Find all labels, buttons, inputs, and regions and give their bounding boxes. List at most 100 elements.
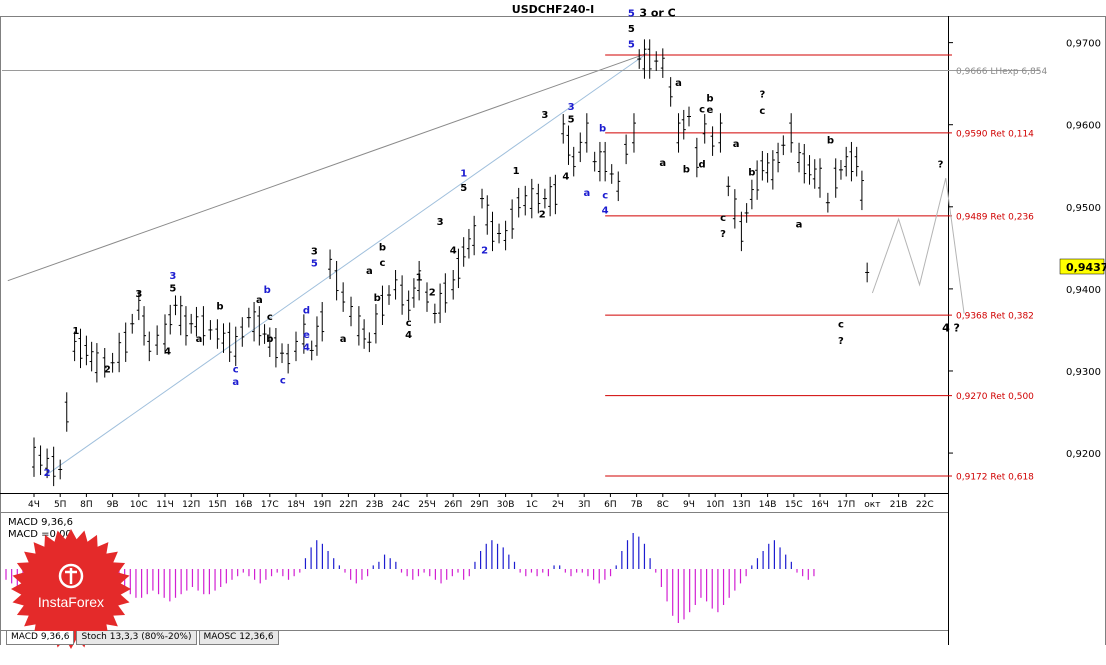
y-tick-label: 0,9400 (1066, 285, 1101, 296)
x-tick-label: 26П (444, 500, 462, 510)
wave-label: 2 (481, 246, 488, 257)
x-tick-label: 24С (392, 500, 410, 510)
x-tick-label: 16В (235, 500, 253, 510)
wave-label: ? (720, 229, 726, 240)
x-tick-label: 5П (54, 500, 67, 510)
wave-label: 5 (311, 259, 318, 270)
x-tick-label: 8С (657, 500, 669, 510)
x-tick-label: 11Ч (156, 500, 174, 510)
wave-label: 2 (539, 209, 546, 220)
wave-label: 3 (311, 246, 318, 257)
x-tick-label: 19П (313, 500, 331, 510)
wave-label: a (256, 295, 263, 306)
wave-label: 1 (416, 273, 423, 284)
tab-macd[interactable]: MACD 9,36,6 (6, 631, 75, 645)
wave-label: 3 (541, 110, 548, 121)
wave-label: a (232, 377, 239, 388)
logo-badge-icon (11, 529, 131, 649)
wave-label: e (303, 330, 310, 341)
fib-level-label: 0,9270 Ret 0,500 (956, 392, 1034, 402)
fib-level-label: 0,9172 Ret 0,618 (956, 473, 1034, 483)
wave-label: a (659, 158, 666, 169)
wave-label: b (379, 242, 386, 253)
wave-label: d (699, 159, 706, 170)
indicator-tabs: MACD 9,36,6 Stoch 13,3,3 (80%-20%) MAOSC… (6, 631, 279, 645)
y-tick-label: 0,9600 (1066, 121, 1101, 132)
wave-label: c (406, 318, 412, 329)
y-tick-label: 0,9700 (1066, 39, 1101, 50)
x-tick-label: 21В (890, 500, 908, 510)
wave-label: ? (938, 159, 944, 170)
wave-label: a (196, 334, 203, 345)
wave-label: 4 (450, 246, 457, 257)
wave-label: b (599, 123, 606, 134)
x-tick-label: 6П (604, 500, 617, 510)
x-tick-label: 22П (339, 500, 357, 510)
trendline (46, 52, 648, 475)
wave-label: b (266, 334, 273, 345)
wave-label: 5 (568, 114, 575, 125)
trendline (7, 52, 648, 282)
tab-maosc[interactable]: MAOSC 12,36,6 (198, 631, 279, 645)
x-tick-label: 7В (631, 500, 643, 510)
wave-label: b (683, 164, 690, 175)
wave-label: 4 (562, 172, 569, 183)
wave-label: 3 (135, 289, 142, 300)
x-tick-label: 15П (208, 500, 226, 510)
x-tick-label: 9В (107, 500, 119, 510)
current-price-label: 0,9437 (1066, 261, 1106, 274)
x-tick-label: 14В (759, 500, 777, 510)
wave-label: 3 (169, 271, 176, 282)
wave-label: 2 (44, 468, 51, 479)
x-tick-label: 1С (526, 500, 538, 510)
wave-label: 5 (460, 183, 467, 194)
x-tick-label: окт (864, 500, 880, 510)
wave-label: c (280, 375, 286, 386)
wave-label: b (216, 301, 223, 312)
x-tick-label: 13П (732, 500, 750, 510)
y-tick-label: 0,9300 (1066, 367, 1101, 378)
x-tick-label: 8П (80, 500, 93, 510)
fib-level-label: 0,9666 LHexp 6,854 (956, 67, 1047, 77)
x-tick-label: 22С (916, 500, 934, 510)
wave-label: a (733, 139, 740, 150)
x-tick-label: 17С (261, 500, 279, 510)
fib-level-label: 0,9590 Ret 0,114 (956, 129, 1034, 139)
instaforex-logo: InstaForex (10, 528, 132, 650)
wave-label: c (267, 312, 273, 323)
wave-label: a (366, 266, 373, 277)
x-tick-label: 10С (130, 500, 148, 510)
wave-label: b (264, 285, 271, 296)
wave-label: c (838, 319, 844, 330)
wave-label: 2 (429, 287, 436, 298)
wave-label: 4 (602, 205, 609, 216)
x-tick-label: 30В (497, 500, 515, 510)
x-tick-label: 2Ч (552, 500, 564, 510)
wave-label: 1 (72, 326, 79, 337)
x-tick-label: 23В (366, 500, 384, 510)
wave-label: d (303, 306, 310, 317)
macd-label: MACD 9,36,6 (8, 517, 73, 528)
x-tick-label: 12П (182, 500, 200, 510)
wave-label: 1 (513, 166, 520, 177)
wave-label: 4 ? (942, 322, 960, 335)
wave-label: 4 (303, 342, 310, 353)
tab-stoch[interactable]: Stoch 13,3,3 (80%-20%) (76, 631, 197, 645)
wave-label: 3 or C (639, 6, 675, 19)
wave-label: 4 (164, 347, 171, 358)
x-tick-label: 25Ч (418, 500, 436, 510)
wave-label: c (720, 213, 726, 224)
wave-label: b (827, 136, 834, 147)
wave-label: 5 (169, 283, 176, 294)
fib-level-label: 0,9368 Ret 0,382 (956, 312, 1034, 322)
wave-label: c (233, 365, 239, 376)
wave-label: c (759, 106, 765, 117)
x-tick-label: 3П (578, 500, 591, 510)
x-tick-label: 17П (837, 500, 855, 510)
y-tick-label: 0,9500 (1066, 203, 1101, 214)
x-tick-label: 4Ч (28, 500, 40, 510)
wave-label: 1 (460, 168, 467, 179)
wave-label: b (706, 94, 713, 105)
